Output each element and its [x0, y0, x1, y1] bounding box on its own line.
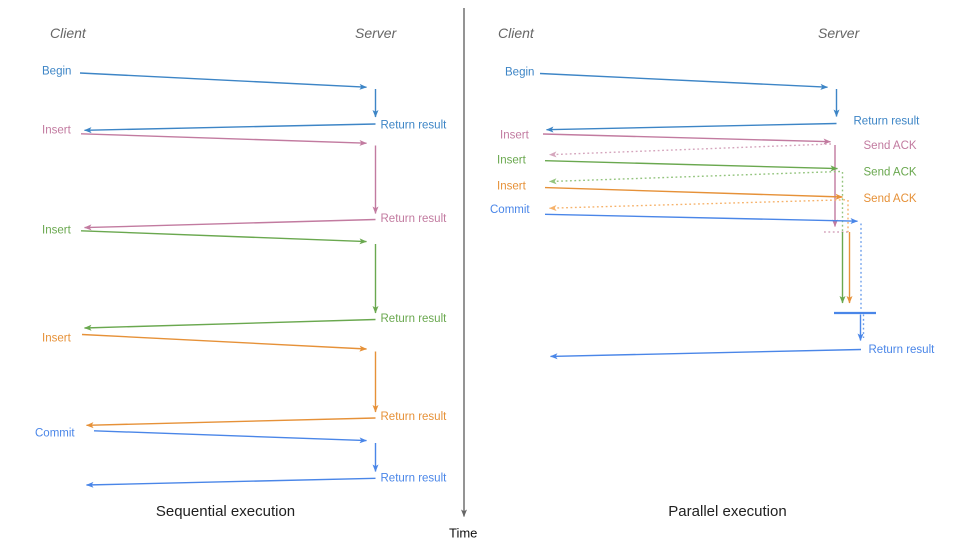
begin-response-arrow [546, 122, 837, 133]
message-label-begin: Begin [42, 66, 71, 78]
sequential-diagram: Client Server Begin Return result Insert… [35, 25, 447, 520]
parallel-diagram-title: Parallel execution [668, 503, 786, 520]
return-result-label: Return result [381, 213, 448, 225]
begin-request-arrow [79, 72, 367, 90]
exchange-insert-2: Insert Return result [42, 225, 448, 331]
insert3-request-arrow [81, 333, 367, 352]
client-lane-label: Client [498, 25, 535, 41]
return-result-label: Return result [854, 116, 921, 128]
commit-response-arrow [550, 348, 862, 360]
insert3-request-arrow [544, 186, 843, 200]
begin-response-arrow [84, 123, 376, 134]
return-result-label: Return result [869, 344, 936, 356]
insert2-ack-arrow [549, 170, 841, 185]
send-ack-label: Send ACK [864, 193, 917, 205]
message-label-insert: Insert [500, 130, 530, 142]
message-label-insert: Insert [42, 125, 72, 137]
begin-request-arrow [539, 72, 828, 90]
exchange-begin: Begin Return result [42, 66, 448, 134]
insert2-request-arrow [544, 160, 838, 172]
insert1-ack-arrow [549, 143, 832, 158]
exchange-insert-3: Insert Send ACK [497, 181, 917, 304]
return-result-label: Return result [381, 120, 448, 132]
server-lane-label: Server [818, 25, 861, 41]
sequential-diagram-title: Sequential execution [156, 503, 295, 520]
send-ack-label: Send ACK [864, 140, 917, 152]
parallel-diagram: Client Server Begin Return result Insert… [490, 25, 935, 520]
exchange-commit: Commit Return result [490, 204, 936, 360]
commit-request-arrow [93, 430, 367, 444]
return-result-label: Return result [381, 313, 448, 325]
insert1-request-arrow [542, 133, 831, 145]
insert1-response-arrow [84, 218, 376, 231]
exchange-insert-3: Insert Return result [42, 333, 448, 429]
insert1-request-arrow [80, 133, 367, 146]
message-label-commit: Commit [35, 428, 75, 440]
time-axis-label: Time [449, 526, 477, 540]
time-axis: Time [449, 8, 477, 540]
insert3-ack-arrow [549, 199, 846, 211]
client-lane-label: Client [50, 25, 87, 41]
insert2-response-arrow [84, 318, 376, 331]
return-result-label: Return result [381, 473, 448, 485]
message-label-insert: Insert [497, 155, 527, 167]
message-label-insert: Insert [42, 333, 72, 345]
message-label-insert: Insert [497, 181, 527, 193]
exchange-begin: Begin Return result [505, 67, 921, 133]
exchange-insert-2: Insert Send ACK [497, 155, 917, 304]
exchange-insert-1: Insert Send ACK [500, 130, 917, 233]
insert3-response-arrow [86, 417, 376, 429]
message-label-insert: Insert [42, 225, 72, 237]
exchange-commit: Commit Return result [35, 428, 448, 488]
commit-response-arrow [86, 477, 376, 488]
server-lane-label: Server [355, 25, 398, 41]
insert2-request-arrow [80, 230, 367, 245]
return-result-label: Return result [381, 411, 448, 423]
message-label-begin: Begin [505, 67, 534, 79]
message-label-commit: Commit [490, 204, 530, 216]
commit-request-arrow [544, 213, 858, 225]
send-ack-label: Send ACK [864, 167, 917, 179]
exchange-insert-1: Insert Return result [42, 125, 448, 231]
